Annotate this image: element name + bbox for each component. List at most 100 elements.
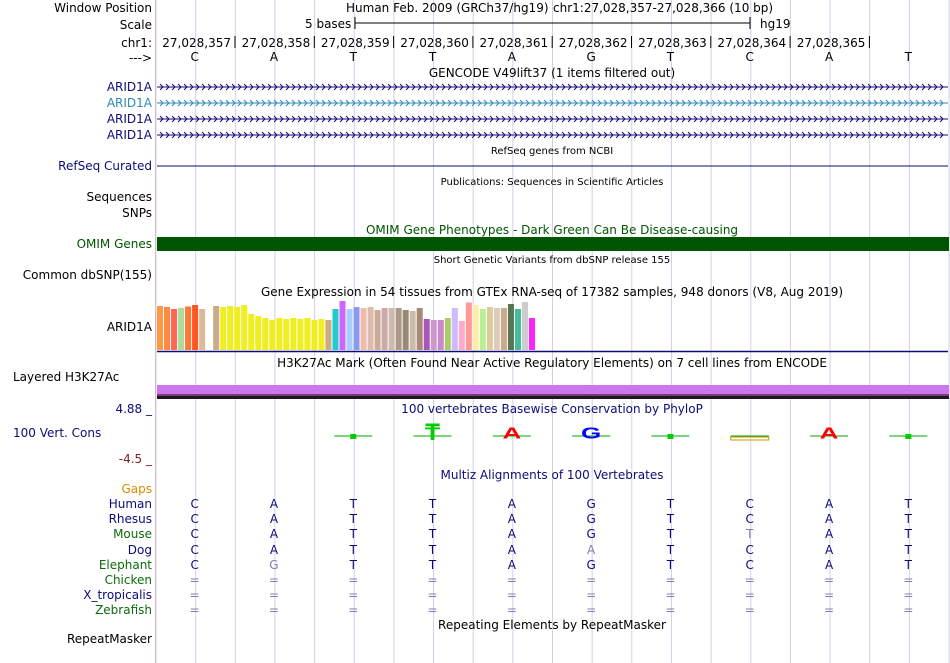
gtex-bar — [458, 321, 465, 350]
strand-label: ---> — [128, 51, 152, 65]
repeatmasker-track-title[interactable]: Repeating Elements by RepeatMasker — [438, 618, 666, 632]
multiz-base: = — [348, 573, 359, 587]
window-position[interactable]: chr1:27,028,357-27,028,366 (10 bp) — [553, 1, 774, 15]
multiz-base: G — [586, 497, 596, 511]
multiz-base: A — [824, 542, 834, 557]
reference-base: A — [507, 50, 516, 64]
phylop-track-label[interactable]: 100 Vert. Cons — [13, 426, 102, 440]
multiz-species-label: Zebrafish — [95, 603, 152, 618]
gtex-bar — [374, 310, 381, 350]
omim-track-label[interactable]: OMIM Genes — [76, 237, 152, 251]
refseq-track-label[interactable]: RefSeq Curated — [58, 159, 152, 173]
gtex-track-title[interactable]: Gene Expression in 54 tissues from GTEx … — [260, 285, 844, 299]
multiz-base: C — [745, 497, 754, 511]
multiz-base: T — [349, 542, 357, 557]
refseq-track-title[interactable]: RefSeq genes from NCBI — [490, 146, 614, 157]
coordinate-label: 27,028,364 — [717, 36, 787, 50]
multiz-track-title[interactable]: Multiz Alignments of 100 Vertebrates — [440, 468, 664, 482]
snps-track-label[interactable]: SNPs — [122, 206, 152, 220]
gtex-bar — [290, 318, 297, 350]
gtex-bar — [430, 320, 437, 350]
repeatmasker-track-label[interactable]: RepeatMasker — [66, 632, 152, 646]
gencode-track-title[interactable]: GENCODE V49lift37 (1 items filtered out) — [428, 66, 676, 80]
gtex-bar — [304, 318, 311, 350]
multiz-base: = — [268, 573, 279, 587]
multiz-species-label: X_tropicalis — [83, 588, 152, 603]
reference-base: C — [190, 50, 199, 64]
gtex-bar — [493, 308, 500, 350]
h3k27ac-track-label[interactable]: Layered H3K27Ac — [13, 370, 120, 384]
strand-chevron-icon — [159, 99, 944, 107]
multiz-base: = — [189, 603, 200, 618]
multiz-base: A — [507, 527, 516, 542]
phylop-mark — [905, 434, 912, 439]
multiz-base: = — [268, 588, 279, 603]
multiz-base: C — [190, 512, 199, 527]
gencode-transcript-label: ARID1A — [106, 112, 152, 126]
multiz-base: T — [904, 527, 913, 542]
multiz-base: = — [427, 588, 438, 603]
multiz-species-label: Mouse — [113, 527, 152, 542]
sequences-track-label[interactable]: Sequences — [86, 190, 152, 204]
window-position-label: Window Position — [54, 1, 152, 15]
multiz-species-label: Chicken — [104, 573, 152, 587]
phylop-track-title[interactable]: 100 vertebrates Basewise Conservation by… — [401, 402, 703, 416]
reference-base: A — [824, 50, 834, 64]
genome-assembly: Human Feb. 2009 (GRCh37/hg19) — [346, 1, 549, 15]
gtex-bar — [409, 311, 416, 350]
multiz-base: A — [269, 512, 279, 527]
phylop-base-glyph: A — [502, 425, 521, 442]
omim-track-title[interactable]: OMIM Gene Phenotypes - Dark Green Can Be… — [365, 223, 739, 237]
multiz-base: = — [665, 603, 676, 618]
dbsnp-track-title[interactable]: Short Genetic Variants from dbSNP releas… — [433, 255, 671, 266]
multiz-base: = — [506, 573, 517, 587]
phylop-mark — [730, 436, 770, 441]
reference-base: C — [745, 50, 754, 64]
multiz-base: C — [745, 557, 754, 572]
multiz-base: T — [428, 497, 437, 511]
gtex-track-label[interactable]: ARID1A — [106, 320, 152, 334]
gtex-bar — [157, 306, 164, 350]
gtex-bar — [171, 309, 178, 350]
phylop-mark — [350, 434, 357, 439]
coordinate-label: 27,028,358 — [241, 36, 311, 50]
multiz-species-label: Elephant — [98, 557, 152, 572]
omim-bar — [157, 237, 949, 251]
gtex-bar — [283, 319, 290, 350]
gencode-transcript-label: ARID1A — [106, 96, 152, 110]
gtex-bar — [416, 308, 423, 350]
multiz-base: T — [428, 527, 437, 542]
multiz-base: A — [507, 512, 516, 527]
phylop-base-glyph: T — [425, 419, 440, 446]
gtex-bar — [479, 309, 486, 350]
gtex-bar — [227, 306, 234, 350]
gencode-transcript-label: ARID1A — [106, 80, 152, 94]
gtex-bar — [451, 308, 458, 350]
coordinate-label: 27,028,365 — [796, 36, 866, 50]
publications-track-title[interactable]: Publications: Sequences in Scientific Ar… — [440, 177, 664, 188]
multiz-base: T — [428, 542, 437, 557]
gtex-bar — [255, 316, 262, 350]
multiz-base: C — [745, 542, 754, 557]
multiz-base: C — [190, 527, 199, 542]
multiz-base: T — [666, 557, 675, 572]
multiz-base: = — [586, 573, 597, 587]
h3k27ac-bar — [157, 394, 949, 396]
multiz-base: = — [744, 588, 755, 603]
multiz-base: = — [665, 588, 676, 603]
dbsnp-track-label[interactable]: Common dbSNP(155) — [22, 268, 152, 282]
multiz-base: T — [666, 512, 675, 527]
gtex-bar — [325, 320, 332, 350]
multiz-base: A — [269, 527, 279, 542]
scale-label: Scale — [119, 18, 152, 32]
multiz-base: T — [428, 512, 437, 527]
multiz-base: = — [189, 588, 200, 603]
multiz-base: A — [507, 542, 516, 557]
gtex-bar — [486, 307, 493, 350]
gtex-bar — [276, 318, 283, 350]
multiz-base: T — [349, 497, 357, 511]
gtex-bar — [507, 304, 514, 350]
h3k27ac-track-title[interactable]: H3K27Ac Mark (Often Found Near Active Re… — [277, 356, 827, 370]
